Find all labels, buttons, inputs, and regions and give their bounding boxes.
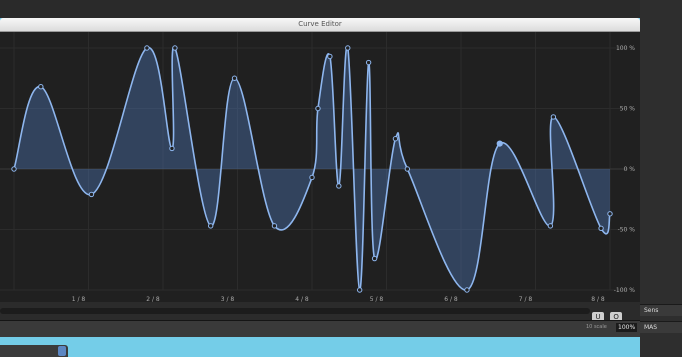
x-axis-label: 6 / 8	[444, 296, 458, 302]
curve-control-point[interactable]	[172, 45, 178, 51]
curve-control-point[interactable]	[169, 145, 175, 152]
curve-canvas[interactable]: 100 % 50 % 0 % -50 % -100 % 1 / 8 2 / 8 3 / 8 4 …	[0, 32, 640, 302]
loop-button[interactable]: O	[610, 312, 623, 322]
curve-control-point[interactable]	[365, 59, 372, 66]
curve-control-point[interactable]	[11, 166, 17, 172]
curve-control-point[interactable]	[356, 287, 363, 293]
y-axis-label: 0 %	[624, 166, 636, 173]
scale-value[interactable]: 100%	[616, 323, 638, 332]
y-axis-label: 100 %	[616, 45, 635, 52]
curve-control-point[interactable]	[392, 136, 399, 142]
scroll-row	[0, 302, 640, 320]
sens-button[interactable]: Sens	[640, 304, 682, 316]
curve-editor[interactable]: 100 % 50 % 0 % -50 % -100 % 1 / 8 2 / 8 3 / 8 4 …	[0, 32, 640, 302]
curve-control-point[interactable]	[309, 174, 315, 181]
bottom-bar	[0, 337, 640, 357]
status-bar: 10 scale 100%	[0, 320, 640, 337]
y-axis-label: -50 %	[618, 227, 636, 234]
curve-control-point[interactable]	[271, 223, 278, 229]
curve-controls: U O	[592, 304, 623, 323]
curve-control-point[interactable]	[207, 223, 214, 229]
curve-control-point[interactable]	[144, 45, 150, 51]
curve-control-point[interactable]	[371, 255, 378, 262]
x-axis-label: 5 / 8	[370, 296, 384, 302]
curve-control-point[interactable]	[327, 53, 333, 60]
curve-control-point[interactable]	[550, 114, 557, 120]
y-axis-label: -100 %	[614, 287, 636, 294]
scale-label: 10 scale	[586, 324, 607, 330]
curve-control-point[interactable]	[496, 140, 503, 147]
curve-control-point[interactable]	[404, 166, 411, 172]
bottom-tab[interactable]	[0, 345, 68, 357]
curve-control-point[interactable]	[38, 84, 44, 90]
curve-control-point[interactable]	[464, 287, 470, 293]
curve-control-point[interactable]	[231, 75, 238, 81]
curve-control-point[interactable]	[547, 223, 554, 229]
mas-button[interactable]: MAS	[640, 321, 682, 333]
curve-fill	[14, 46, 610, 291]
x-axis-label: 2 / 8	[146, 296, 160, 302]
side-panel: Sens MAS	[640, 0, 682, 357]
x-axis-label: 3 / 8	[221, 296, 235, 302]
x-axis-label: 7 / 8	[519, 296, 533, 302]
top-toolbar	[0, 0, 640, 18]
curve-control-point[interactable]	[598, 225, 604, 231]
curve-control-point[interactable]	[336, 183, 342, 189]
horizontal-scrollbar[interactable]	[0, 308, 590, 314]
x-axis-label: 4 / 8	[295, 296, 309, 302]
window-title: Curve Editor	[298, 20, 342, 28]
x-axis-label: 8 / 8	[591, 296, 605, 302]
undo-button[interactable]: U	[592, 312, 604, 322]
x-axis-label: 1 / 8	[72, 296, 86, 302]
curve-control-point[interactable]	[88, 191, 95, 198]
y-axis-label: 50 %	[620, 106, 636, 113]
tab-badge	[58, 346, 66, 356]
curve-control-point[interactable]	[345, 45, 351, 51]
title-bar: Curve Editor	[0, 18, 640, 32]
curve-control-point[interactable]	[607, 211, 613, 217]
curve-control-point[interactable]	[315, 105, 321, 112]
